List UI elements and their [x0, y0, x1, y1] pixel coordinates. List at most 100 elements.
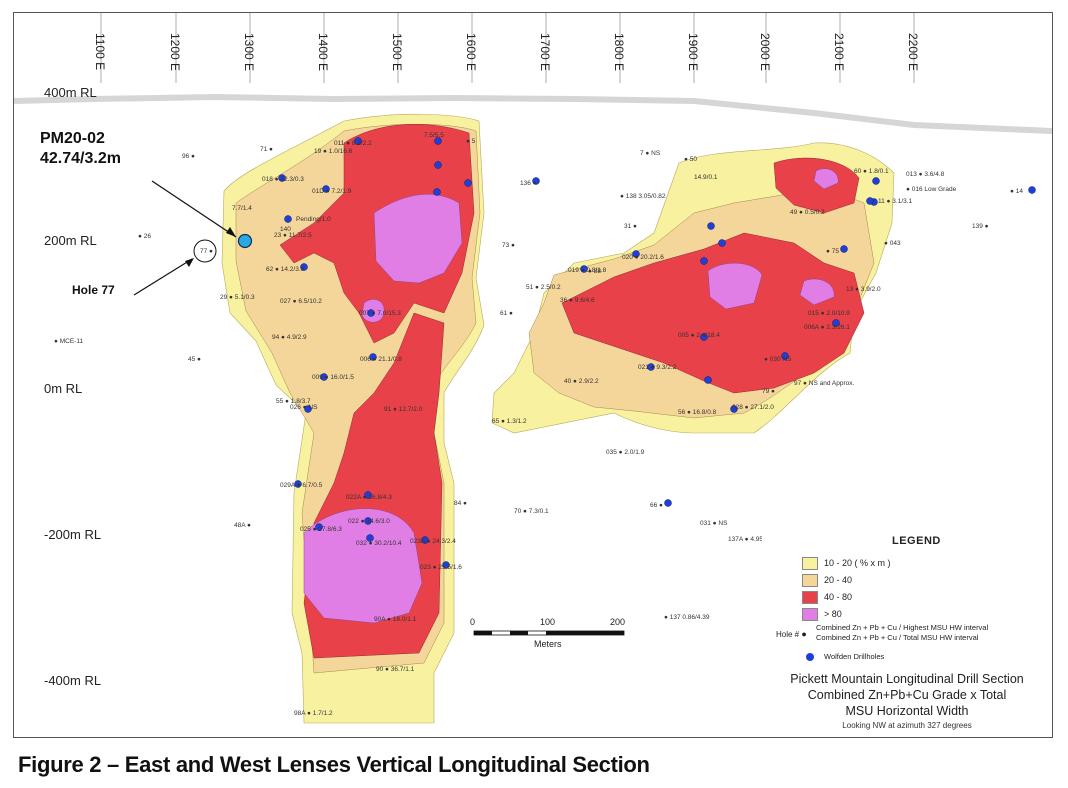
- easting-label: 1800 E: [612, 33, 626, 72]
- drill-hole-label: 023 ● 25.5/1.6: [420, 564, 462, 571]
- drill-hole-label: ● 26: [138, 233, 151, 240]
- drill-hole-label: 91 ● 12.7/2.0: [384, 406, 423, 413]
- drill-hole-label: 031 ● NS: [700, 520, 728, 527]
- drill-hole-label: 62 ● 14.2/3.0: [266, 266, 305, 273]
- legend-label-10-20: 10 - 20 ( % x m ): [824, 558, 891, 568]
- title-line-3: MSU Horizontal Width: [845, 704, 969, 718]
- drill-hole-label: 55 ● 1.8/3.7: [276, 398, 311, 405]
- pm20-02-arrow: [151, 180, 237, 238]
- legend-swatch-20-40: [802, 574, 818, 587]
- section-title-box: Pickett Mountain Longitudinal Drill Sect…: [762, 665, 1052, 737]
- drill-hole-label: 11 ● 3.1/3.1: [878, 198, 913, 205]
- drill-hole-label: 029A ● 6.7/0.5: [280, 482, 323, 489]
- hole-77-circle: [193, 239, 217, 263]
- drill-hole-label: 90 ● 36.7/1.1: [376, 666, 415, 673]
- scale-unit: Meters: [534, 639, 562, 649]
- legend-swatch-gt-80: [802, 608, 818, 621]
- drill-hole-label: 61 ●: [500, 310, 513, 317]
- legend-label-gt-80: > 80: [824, 609, 842, 619]
- drill-hole-label: 66 ●: [650, 502, 663, 509]
- drill-hole-label: 73 ●: [502, 242, 515, 249]
- drill-hole-label: 035 ● 2.0/1.9: [606, 449, 645, 456]
- drill-hole-label: 006 ● 21.1/0.8: [360, 356, 402, 363]
- drill-hole-label: Pending/1.0: [296, 216, 331, 223]
- easting-label: 1900 E: [686, 33, 700, 72]
- drill-hole-label: 025 ● 27.8/6.3: [300, 526, 342, 533]
- drill-hole-label: 49 ● 0.5/0.2: [790, 209, 825, 216]
- drill-hole-label: 011 ● 8.2/2.2: [334, 140, 372, 147]
- easting-label: 1700 E: [538, 33, 552, 72]
- drill-hole-label: 70 ● 7.3/0.1: [514, 508, 549, 515]
- easting-label: 1400 E: [316, 33, 330, 72]
- drill-hole-label: ● 030 NS: [764, 356, 792, 363]
- legend-title: LEGEND: [892, 535, 941, 547]
- callout-value: 42.74/3.2m: [40, 150, 121, 167]
- rl-label: -400m RL: [44, 673, 102, 688]
- scale-tick-100: 100: [540, 617, 556, 627]
- drill-hole-label: 021 ● 9.3/2.2: [638, 364, 677, 371]
- wolfden-drillholes: [278, 137, 1036, 569]
- drill-hole-label: ● 138 3.05/0.82: [620, 193, 666, 200]
- drill-hole-label: 94 ● 4.9/2.9: [272, 334, 307, 341]
- drill-hole-label: 96 ●: [182, 153, 195, 160]
- easting-label: 1300 E: [242, 33, 256, 72]
- drill-hole-label: 7.5/5.5: [424, 132, 444, 139]
- drill-hole-labels: 7.7/1.4 011 ● 8.2/2.2 7.5/5.5 018 ● 22.3/0.…: [54, 132, 1023, 717]
- drill-hole-label: 31 ●: [624, 223, 637, 230]
- drill-hole-label: 48A ●: [234, 522, 251, 529]
- ground-surface-line: [14, 93, 1052, 134]
- drill-hole-label: 7.7/1.4: [232, 205, 252, 212]
- drill-hole-label: ● 50: [684, 156, 697, 163]
- drill-hole-label: ● 75: [826, 248, 839, 255]
- drill-hole-label: 56 ● 16.8/0.8: [678, 409, 717, 416]
- drill-hole-label: 71 ●: [260, 146, 273, 153]
- drill-hole-label: ● 14: [1010, 188, 1023, 195]
- drill-hole-label: 90A ● 18.0/1.1: [374, 616, 417, 623]
- drill-hole-label: ● 137 0.86/4.39: [664, 614, 710, 621]
- legend-hole-line2: Combined Zn + Pb + Cu / Total MSU HW int…: [816, 633, 979, 642]
- legend-label-40-80: 40 - 80: [824, 592, 853, 602]
- legend-hole-key: Hole # ●: [776, 629, 807, 639]
- scale-bar: [473, 630, 625, 636]
- east-lens: [491, 142, 895, 434]
- hole-77-arrow: [133, 258, 193, 296]
- drill-hole-label: 45 ●: [188, 356, 201, 363]
- drill-hole-label: 019 ● 0.8/1.8: [568, 267, 607, 274]
- drill-hole-label: 7 ● NS: [640, 150, 661, 157]
- drill-hole-label: ● 88: [588, 268, 601, 275]
- pm20-02-callout: PM20-02 42.74/3.2m: [40, 129, 121, 169]
- easting-label: 2100 E: [832, 33, 846, 72]
- drill-hole-label: 007 ● 7.0/15.3: [359, 310, 401, 317]
- drill-hole-label: 84 ●: [454, 500, 467, 507]
- easting-label: 1600 E: [464, 33, 478, 72]
- drill-hole-label: 022A ● 36.8/4.3: [346, 494, 392, 501]
- drill-hole-label: 013 ● 3.6/4.8: [906, 171, 945, 178]
- drill-hole-label: ● MCE-11: [54, 338, 83, 345]
- rl-label: -200m RL: [44, 527, 102, 542]
- rl-label: 400m RL: [44, 85, 97, 100]
- rl-label: 0m RL: [44, 381, 83, 396]
- drill-hole-label: 015 ● 2.0/10.9: [808, 310, 850, 317]
- legend-label-20-40: 20 - 40: [824, 575, 853, 585]
- drill-hole-label: 23 ● 11.7/2.5: [274, 232, 312, 239]
- easting-label: 1200 E: [168, 33, 182, 72]
- drill-hole-label: 36 ● 9.6/4.6: [560, 297, 595, 304]
- easting-label: 2200 E: [906, 33, 920, 72]
- drill-hole-label: ● 043: [884, 240, 901, 247]
- drill-hole-label: 01D ● 7.2/1.9: [312, 188, 352, 195]
- drill-hole-label: 032 ● 30.2/10.4: [356, 540, 402, 547]
- rl-label: 200m RL: [44, 233, 97, 248]
- drill-hole-label: 139 ●: [972, 223, 989, 230]
- title-line-1: Pickett Mountain Longitudinal Drill Sect…: [790, 672, 1024, 686]
- legend-swatch-10-20: [802, 557, 818, 570]
- drill-hole-label: 79 ●: [762, 388, 775, 395]
- drill-hole-label: 60 ● 1.8/0.1: [854, 168, 889, 175]
- drill-hole-label: 022 ● 34.6/3.0: [348, 518, 390, 525]
- drill-hole-label: 023A ● 24.3/2.4: [410, 538, 456, 545]
- scale-tick-0: 0: [470, 617, 476, 627]
- legend-hole-line1: Combined Zn + Pb + Cu / Highest MSU HW i…: [816, 623, 989, 632]
- drill-hole-label: 40 ● 2.9/2.2: [564, 378, 599, 385]
- drill-hole-label: 136 ●: [520, 180, 537, 187]
- drill-hole-label: 19 ● 1.0/16.6: [314, 148, 353, 155]
- pm20-02-hole-marker[interactable]: [237, 233, 253, 249]
